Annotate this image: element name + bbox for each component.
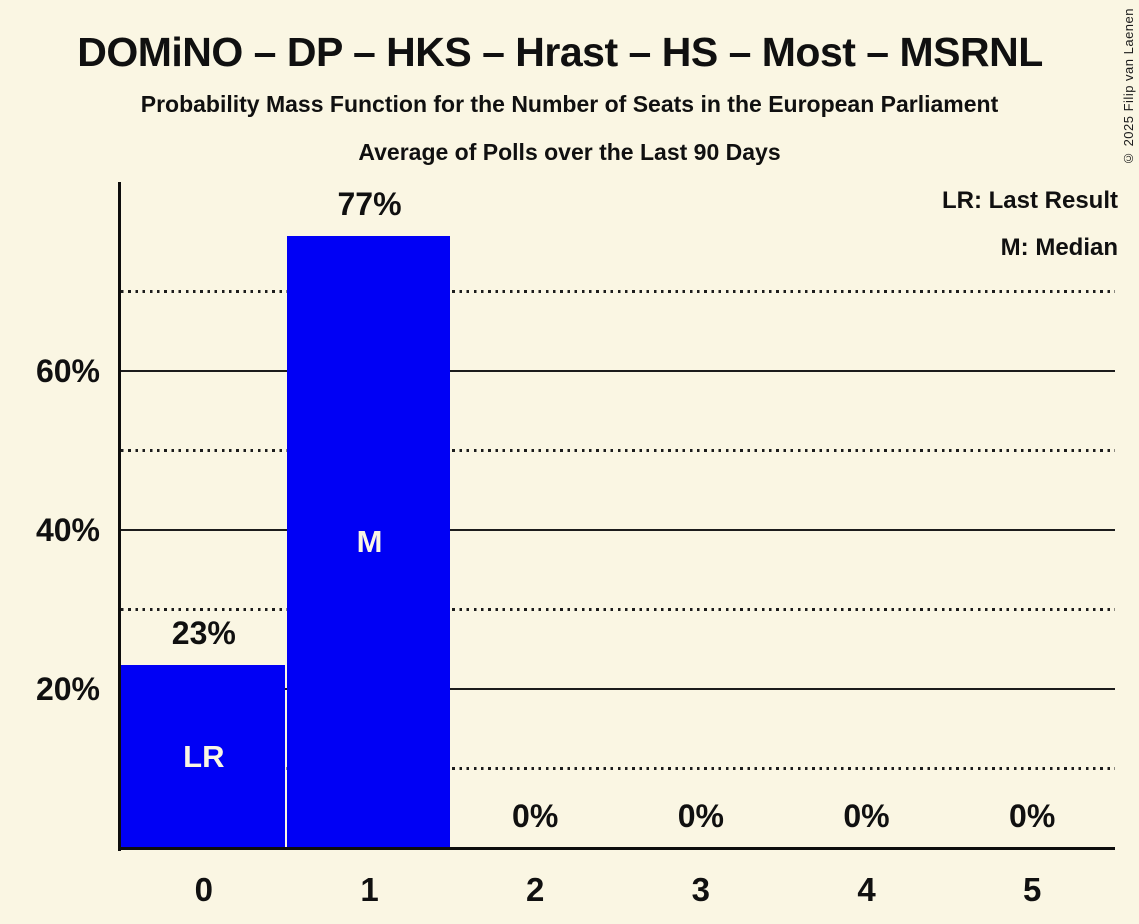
bar-value-label-2: 0% — [512, 798, 559, 834]
legend-last-result: LR: Last Result — [941, 187, 1118, 214]
y-tick-label-40: 40% — [35, 512, 100, 548]
bar-seats-1 — [286, 235, 451, 848]
bar-value-label-3: 0% — [677, 798, 724, 834]
y-tick-label-20: 20% — [35, 671, 100, 707]
bar-value-label-0: 23% — [171, 615, 236, 652]
x-tick-label-5: 5 — [1022, 871, 1042, 908]
bar-value-label-4: 0% — [843, 798, 890, 834]
gridline-dotted-50 — [121, 449, 1115, 452]
gridline-solid-60 — [121, 369, 1115, 373]
y-axis-line — [118, 182, 121, 851]
bar-value-label-5: 0% — [1009, 798, 1056, 834]
x-axis-line — [118, 847, 1115, 850]
page-title: DOMiNO – DP – HKS – Hrast – HS – Most – … — [77, 29, 1043, 75]
x-tick-label-3: 3 — [691, 871, 710, 908]
gridline-solid-20 — [121, 687, 1115, 691]
gridline-dotted-10 — [121, 767, 1115, 770]
gridline-dotted-70 — [121, 290, 1115, 293]
chart-subtitle: Probability Mass Function for the Number… — [140, 91, 999, 117]
bar-value-label-1: 77% — [337, 185, 402, 222]
gridline-solid-40 — [121, 528, 1115, 532]
y-tick-label-60: 60% — [35, 353, 100, 389]
x-tick-label-4: 4 — [857, 871, 876, 908]
x-tick-label-1: 1 — [360, 871, 379, 908]
chart-subtitle-period: Average of Polls over the Last 90 Days — [358, 139, 781, 165]
bar-annotation-lr: LR — [183, 738, 225, 774]
x-tick-label-2: 2 — [525, 871, 545, 908]
bar-annotation-m: M — [356, 523, 383, 559]
gridline-dotted-30 — [121, 608, 1115, 611]
legend-median: M: Median — [1000, 234, 1118, 261]
x-tick-label-0: 0 — [194, 871, 213, 908]
bar-seats-0 — [121, 665, 285, 848]
